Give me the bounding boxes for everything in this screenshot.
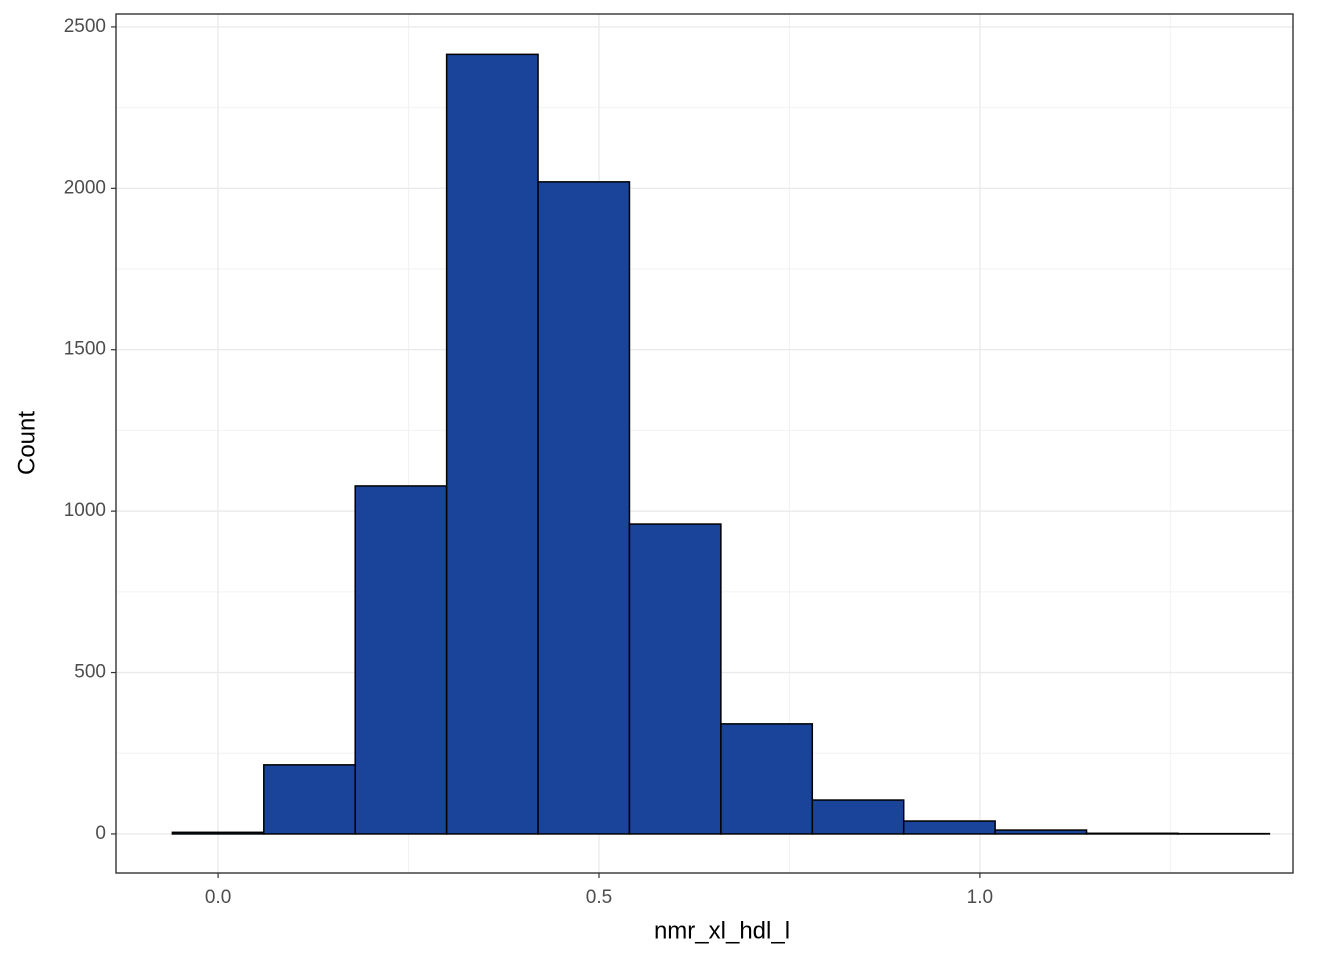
y-tick-label: 2000	[64, 177, 106, 198]
bar	[537, 181, 631, 835]
bar	[1085, 832, 1179, 835]
y-axis-label: Count	[13, 411, 40, 475]
bar	[445, 53, 539, 835]
bar	[720, 723, 814, 835]
bar	[628, 523, 722, 835]
y-tick-label: 1000	[64, 500, 106, 521]
bar	[171, 831, 265, 835]
bar	[811, 799, 905, 835]
x-tick-label: 0.0	[205, 887, 231, 908]
bar	[263, 764, 356, 835]
panel-border	[115, 13, 1294, 874]
y-tick-label: 2500	[64, 16, 106, 37]
y-tick-label: 500	[74, 662, 106, 683]
y-tick-label: 1500	[64, 339, 106, 360]
bar	[902, 820, 996, 835]
y-tick-label: 0	[95, 823, 106, 844]
bar	[354, 485, 448, 835]
x-axis-label: nmr_xl_hdl_l	[654, 917, 790, 944]
bar	[994, 829, 1088, 835]
x-tick-label: 0.5	[586, 887, 612, 908]
x-tick-label: 1.0	[967, 887, 993, 908]
